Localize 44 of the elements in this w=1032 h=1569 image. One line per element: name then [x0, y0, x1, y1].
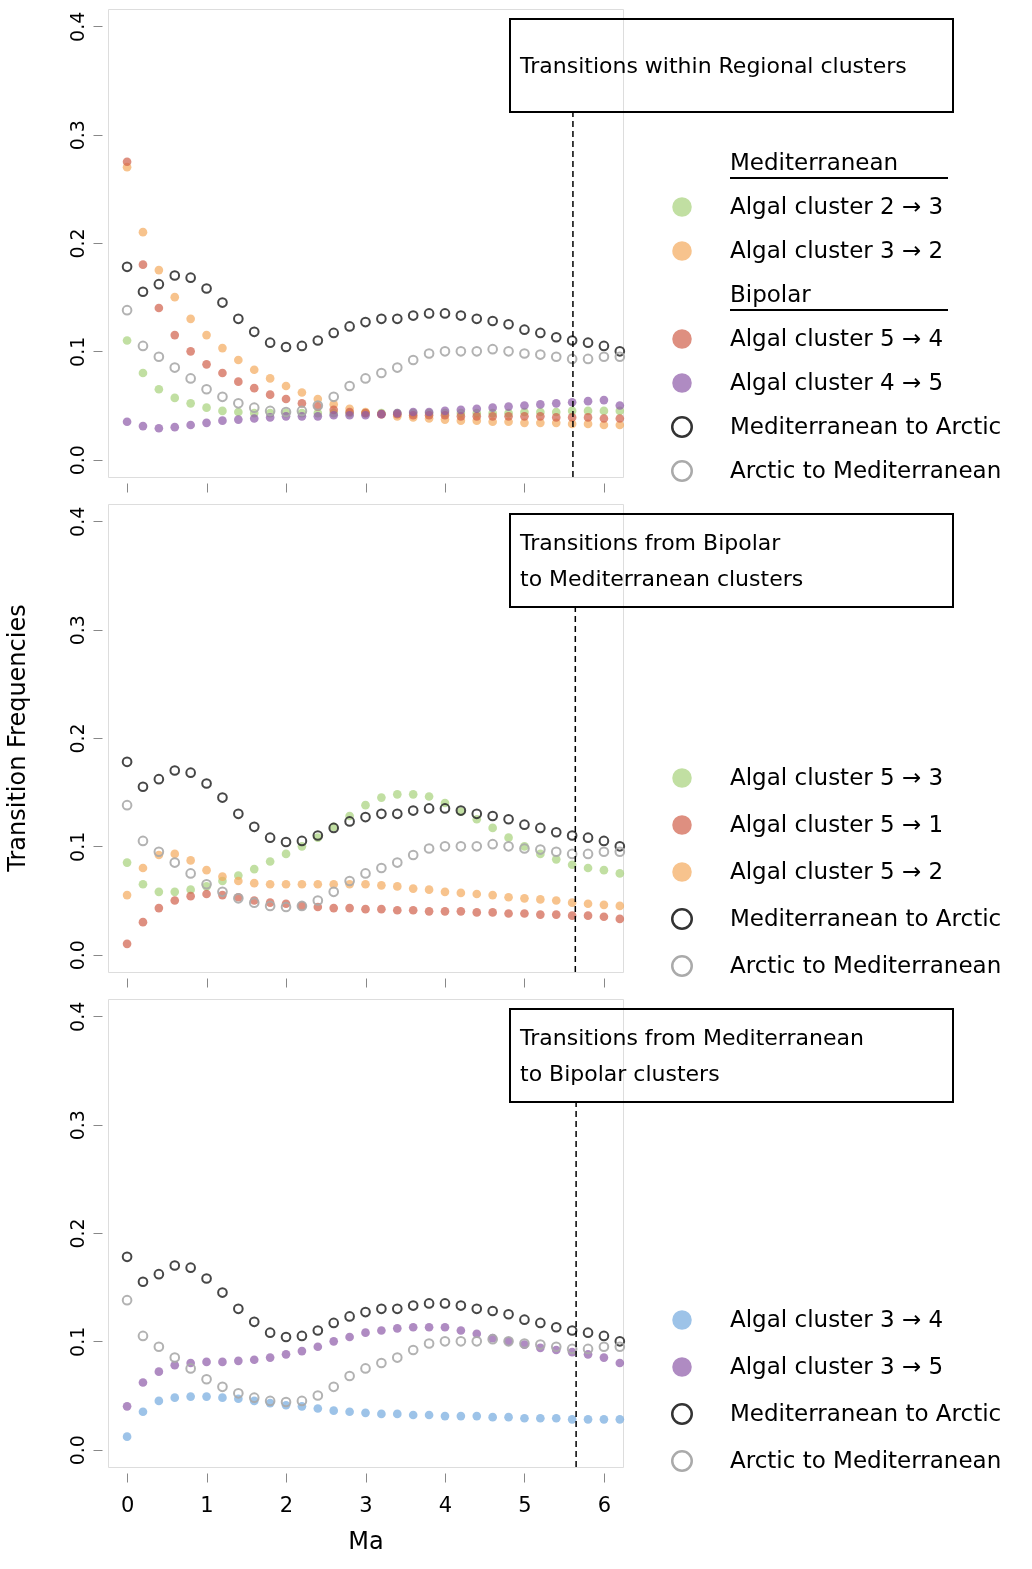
legend-label: Algal cluster 3 → 4	[730, 1306, 944, 1332]
legend-label: Mediterranean to Arctic	[730, 1400, 1002, 1426]
x-tick-label: 0	[120, 1492, 135, 1517]
y-tick-label: 0.4	[65, 506, 88, 537]
legend-label: Algal cluster 4 → 5	[730, 369, 944, 395]
y-tick-label: 0.0	[65, 940, 88, 971]
y-tick-label: 0.1	[65, 336, 88, 367]
x-tick-label: 6	[597, 1492, 612, 1517]
legend-label: Algal cluster 3 → 5	[730, 1353, 944, 1379]
legend-label: Arctic to Mediterranean	[730, 457, 1002, 483]
x-tick-label: 4	[438, 1492, 453, 1517]
legend-label: Mediterranean to Arctic	[730, 905, 1002, 931]
y-tick-label: 0.1	[65, 1326, 88, 1357]
y-axis-title: Transition Frequencies	[3, 604, 31, 873]
legend-label: Algal cluster 5 → 3	[730, 764, 944, 790]
legend-label: Algal cluster 2 → 3	[730, 193, 944, 219]
legend-label: Arctic to Mediterranean	[730, 952, 1002, 978]
legend-label: Mediterranean to Arctic	[730, 413, 1002, 439]
text: Bipolar	[730, 281, 812, 307]
y-tick-label: 0.3	[65, 615, 88, 646]
y-tick-label: 0.0	[65, 1435, 88, 1466]
y-tick-label: 0.3	[65, 1110, 88, 1141]
x-tick-label: 5	[518, 1492, 532, 1517]
y-tick-label: 0.4	[65, 11, 88, 42]
y-tick-label: 0.0	[65, 445, 88, 476]
x-axis-title: Ma	[348, 1526, 384, 1555]
y-tick-label: 0.4	[65, 1001, 88, 1032]
y-tick-label: 0.3	[65, 120, 88, 151]
text: Mediterranean	[730, 149, 899, 175]
y-tick-label: 0.1	[65, 831, 88, 862]
legend-label: Algal cluster 5 → 4	[730, 325, 944, 351]
annotation: Transitions within Regional clusters	[519, 52, 907, 78]
annotation: Transitions from Mediterranean to Bipolar clusters	[519, 1024, 864, 1086]
y-tick-label: 0.2	[65, 228, 88, 259]
x-tick-label: 3	[359, 1492, 373, 1517]
legend-label: Algal cluster 3 → 2	[730, 237, 944, 263]
y-tick-label: 0.2	[65, 723, 88, 754]
legend-label: Algal cluster 5 → 1	[730, 811, 944, 837]
legend-label: Arctic to Mediterranean	[730, 1447, 1002, 1473]
x-tick-label: 1	[200, 1492, 214, 1517]
x-tick-label: 2	[279, 1492, 294, 1517]
annotation: Transitions from Bipolar to Mediterranean clusters	[519, 529, 804, 591]
legend-label: Algal cluster 5 → 2	[730, 858, 944, 884]
y-tick-label: 0.2	[65, 1218, 88, 1249]
